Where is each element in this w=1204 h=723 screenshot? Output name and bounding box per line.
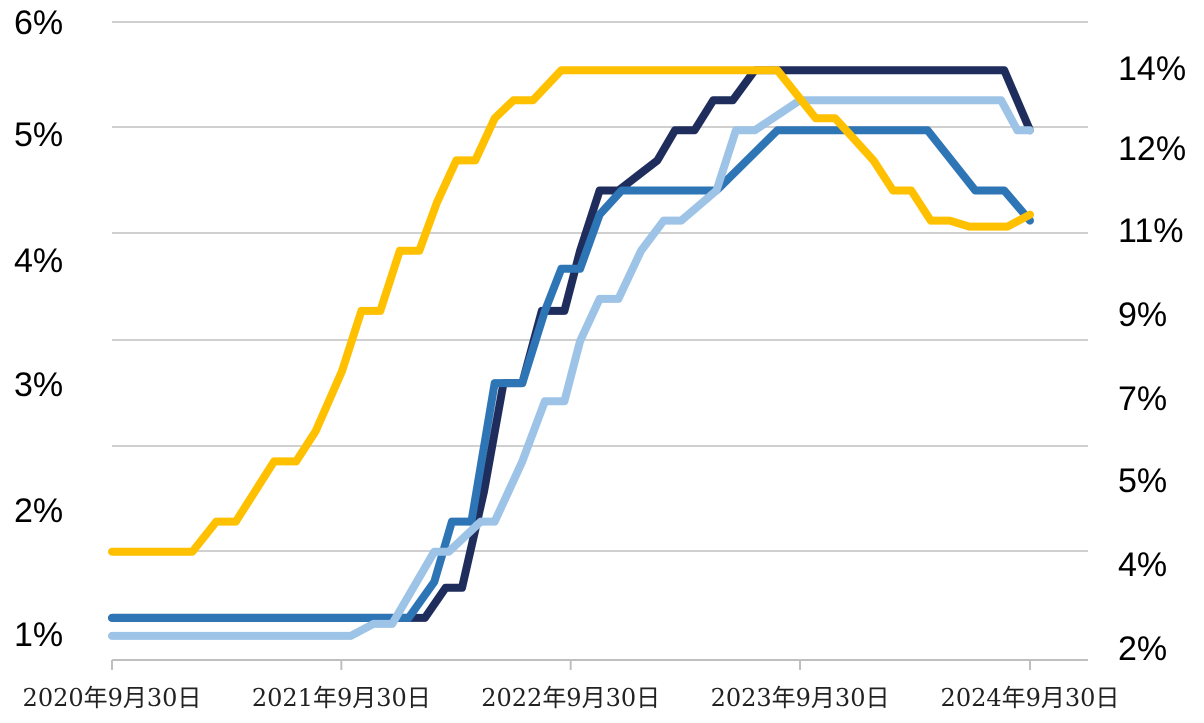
series-line-1 [108, 66, 1034, 622]
series-line-3 [108, 96, 1034, 640]
y-right-tick-label: 14% [1118, 50, 1186, 88]
y-right-tick-labels: 2% 4% 5% 7% 9% 11% 12% 14% [1118, 50, 1186, 668]
y-right-tick-label: 9% [1118, 296, 1167, 334]
x-axis [111, 659, 1088, 670]
y-left-tick-label: 6% [14, 4, 63, 42]
y-right-tick-label: 11% [1118, 212, 1184, 250]
x-tick-labels: 2020年9月30日 2021年9月30日 2022年9月30日 2023年9月30日… [23, 684, 1120, 712]
y-left-tick-label: 1% [14, 616, 63, 654]
gridlines [112, 21, 1088, 552]
y-left-tick-label: 2% [14, 492, 63, 530]
y-right-tick-label: 2% [1118, 630, 1167, 668]
x-tick-label: 2023年9月30日 [711, 684, 890, 712]
y-left-tick-label: 3% [14, 366, 63, 404]
x-tick-label: 2022年9月30日 [481, 684, 660, 712]
series-line-4 [108, 66, 1034, 556]
y-right-tick-label: 4% [1118, 546, 1167, 584]
series-line-2 [108, 126, 1034, 622]
y-left-tick-labels: 1% 2% 3% 4% 5% 6% [14, 4, 63, 654]
x-tick-label: 2024年9月30日 [941, 684, 1120, 712]
x-tick-label: 2021年9月30日 [252, 684, 431, 712]
y-right-tick-label: 5% [1118, 462, 1167, 500]
y-left-tick-label: 4% [14, 242, 63, 280]
y-right-tick-label: 12% [1118, 130, 1186, 168]
series-lines [108, 66, 1034, 640]
x-tick-label: 2020年9月30日 [23, 684, 202, 712]
y-left-tick-label: 5% [14, 116, 63, 154]
y-right-tick-label: 7% [1118, 380, 1167, 418]
